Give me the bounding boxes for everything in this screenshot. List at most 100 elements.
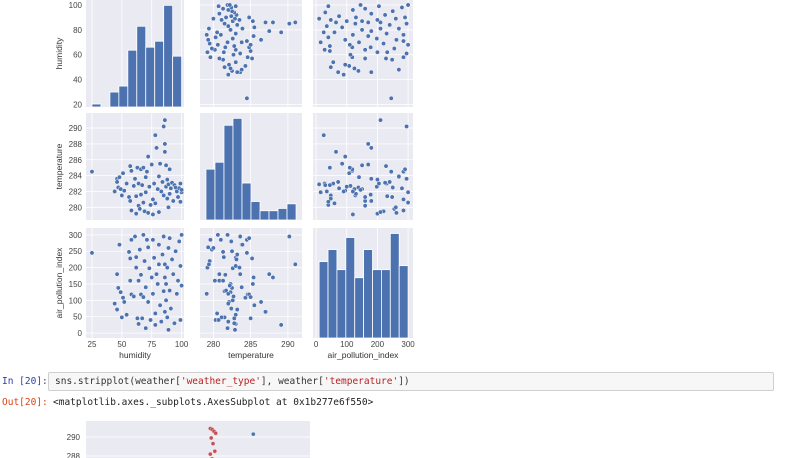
scatter-point bbox=[151, 181, 157, 186]
scatter-point bbox=[368, 145, 374, 151]
input-prompt: In [20]: bbox=[2, 376, 48, 387]
scatter-point bbox=[353, 14, 359, 20]
scatter-point bbox=[212, 278, 218, 284]
histogram-bar bbox=[381, 269, 391, 339]
scatter-point bbox=[145, 210, 151, 216]
pairplot-panel-temperature-vs-humidity: 280 282 284 286 288 290 temperature bbox=[54, 113, 185, 220]
output-prompt: Out[20]: bbox=[2, 397, 48, 408]
histogram-bar bbox=[118, 85, 129, 108]
scatter-point bbox=[292, 261, 298, 267]
scatter-point bbox=[127, 255, 133, 261]
y-tick-label: 0 bbox=[78, 329, 83, 338]
scatter-point bbox=[218, 32, 224, 38]
scatter-point bbox=[164, 196, 170, 202]
scatter-point bbox=[221, 254, 227, 260]
histogram-bar bbox=[336, 269, 347, 339]
scatter-point bbox=[384, 49, 390, 55]
scatter-point bbox=[266, 28, 272, 34]
scatter-point bbox=[358, 2, 363, 8]
scatter-point bbox=[321, 132, 327, 138]
scatter-point bbox=[405, 42, 411, 48]
x-axis-label: humidity bbox=[119, 350, 151, 360]
scatter-point bbox=[376, 181, 382, 186]
scatter-point bbox=[166, 204, 171, 210]
scatter-point bbox=[231, 52, 236, 58]
scatter-point bbox=[221, 49, 227, 55]
scatter-point bbox=[225, 291, 231, 297]
scatter-point bbox=[150, 196, 156, 202]
scatter-point bbox=[248, 42, 254, 48]
scatter-point bbox=[225, 72, 231, 78]
scatter-point bbox=[390, 8, 396, 14]
pairplot-panel-humidity-vs-temperature bbox=[200, 0, 302, 107]
scatter-point bbox=[346, 63, 352, 69]
scatter-point bbox=[396, 26, 402, 32]
scatter-point bbox=[207, 237, 213, 243]
scatter-point bbox=[213, 34, 219, 40]
histogram-bar bbox=[154, 40, 165, 108]
scatter-point bbox=[160, 179, 165, 185]
scatter-point bbox=[223, 14, 229, 20]
scatter-point bbox=[245, 54, 251, 60]
scatter-point bbox=[374, 36, 380, 42]
y-axis-label: air_pollution_index bbox=[54, 247, 64, 319]
scatter-point bbox=[249, 56, 255, 61]
scatter-point bbox=[222, 21, 228, 27]
x-tick-label: 100 bbox=[175, 340, 189, 349]
scatter-point bbox=[270, 19, 276, 25]
scatter-point bbox=[216, 271, 222, 277]
scatter-point bbox=[124, 312, 130, 318]
scatter-point bbox=[335, 179, 341, 185]
panel-background bbox=[86, 228, 184, 338]
scatter-point bbox=[242, 295, 248, 301]
scatter-point bbox=[365, 141, 371, 147]
scatter-point bbox=[234, 69, 240, 75]
scatter-point bbox=[350, 32, 356, 38]
scatter-point bbox=[251, 302, 257, 308]
scatter-point bbox=[152, 200, 158, 206]
scatter-point bbox=[161, 288, 167, 294]
code-cell-input[interactable]: sns.stripplot(weather['weather_type'], w… bbox=[48, 372, 774, 391]
scatter-point bbox=[133, 193, 139, 199]
scatter-point bbox=[233, 263, 239, 269]
scatter-point bbox=[362, 47, 368, 53]
scatter-point bbox=[237, 17, 242, 23]
scatter-point bbox=[152, 322, 158, 328]
scatter-point bbox=[378, 117, 383, 123]
x-tick-label: 200 bbox=[371, 340, 385, 349]
scatter-point bbox=[244, 250, 250, 256]
scatter-point bbox=[396, 173, 402, 179]
scatter-point bbox=[177, 181, 183, 186]
scatter-point bbox=[327, 48, 333, 54]
y-tick-label: 300 bbox=[69, 231, 83, 240]
scatter-point bbox=[145, 244, 151, 250]
scatter-point bbox=[325, 3, 331, 9]
scatter-point bbox=[156, 173, 162, 179]
histogram-bar bbox=[268, 210, 279, 221]
scatter-point bbox=[156, 209, 162, 215]
scatter-point bbox=[204, 291, 210, 297]
scatter-point bbox=[368, 28, 374, 34]
scatter-point bbox=[399, 5, 405, 10]
scatter-point bbox=[374, 17, 380, 23]
scatter-point bbox=[132, 176, 138, 182]
y-axis-label: humidity bbox=[54, 37, 64, 69]
scatter-point bbox=[151, 255, 157, 261]
scatter-point bbox=[144, 237, 150, 243]
scatter-point bbox=[376, 3, 382, 9]
scatter-point bbox=[175, 194, 181, 200]
scatter-point bbox=[333, 19, 339, 25]
histogram-bar bbox=[354, 277, 365, 339]
scatter-point bbox=[389, 57, 395, 63]
y-tick-label: 286 bbox=[69, 156, 83, 165]
scatter-point bbox=[163, 297, 169, 303]
scatter-point bbox=[404, 124, 410, 129]
scatter-point bbox=[344, 184, 350, 190]
scatter-point bbox=[393, 16, 399, 22]
scatter-point bbox=[220, 249, 226, 255]
scatter-point bbox=[117, 174, 122, 180]
histogram-bar bbox=[145, 46, 156, 108]
scatter-point bbox=[223, 288, 229, 293]
scatter-point bbox=[263, 19, 268, 25]
panel-background bbox=[86, 113, 184, 220]
